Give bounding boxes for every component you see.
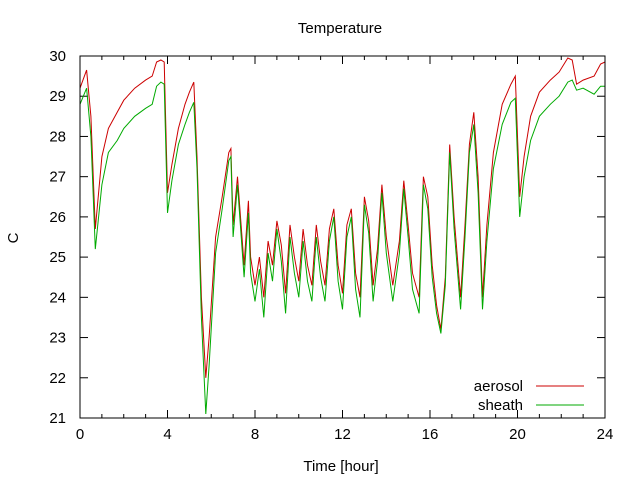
y-tick-label: 24 [49, 289, 66, 306]
y-tick-label: 25 [49, 249, 66, 266]
series-line-aerosol [79, 57, 606, 378]
chart-title: Temperature [298, 20, 382, 37]
legend: aerosol sheath [474, 378, 584, 414]
y-tick-label: 22 [49, 370, 66, 387]
x-tick-label: 12 [334, 426, 351, 443]
y-tick-label: 26 [49, 209, 66, 226]
y-tick-label: 30 [49, 48, 66, 65]
y-tick-label: 29 [49, 88, 66, 105]
plot-frame [79, 55, 606, 419]
y-tick-label: 27 [49, 169, 66, 186]
x-tick-label: 16 [422, 426, 439, 443]
y-tick-label: 28 [49, 128, 66, 145]
y-axis-label: C [5, 232, 22, 243]
legend-label-sheath: sheath [478, 397, 523, 414]
series-layer [79, 57, 606, 415]
x-tick-label: 0 [76, 426, 84, 443]
y-tick-label: 23 [49, 330, 66, 347]
legend-label-aerosol: aerosol [474, 378, 523, 395]
x-axis-label: Time [hour] [303, 458, 378, 475]
x-tick-label: 8 [251, 426, 259, 443]
y-tick-label: 21 [49, 410, 66, 427]
x-tick-label: 4 [163, 426, 171, 443]
x-tick-label: 24 [597, 426, 614, 443]
axis-ticks [79, 55, 606, 419]
series-line-sheath [79, 79, 605, 415]
axis-tick-labels: 0 4 8 12 16 20 24 21 22 23 24 25 26 27 28 29 30 [49, 48, 613, 443]
x-tick-label: 20 [509, 426, 526, 443]
